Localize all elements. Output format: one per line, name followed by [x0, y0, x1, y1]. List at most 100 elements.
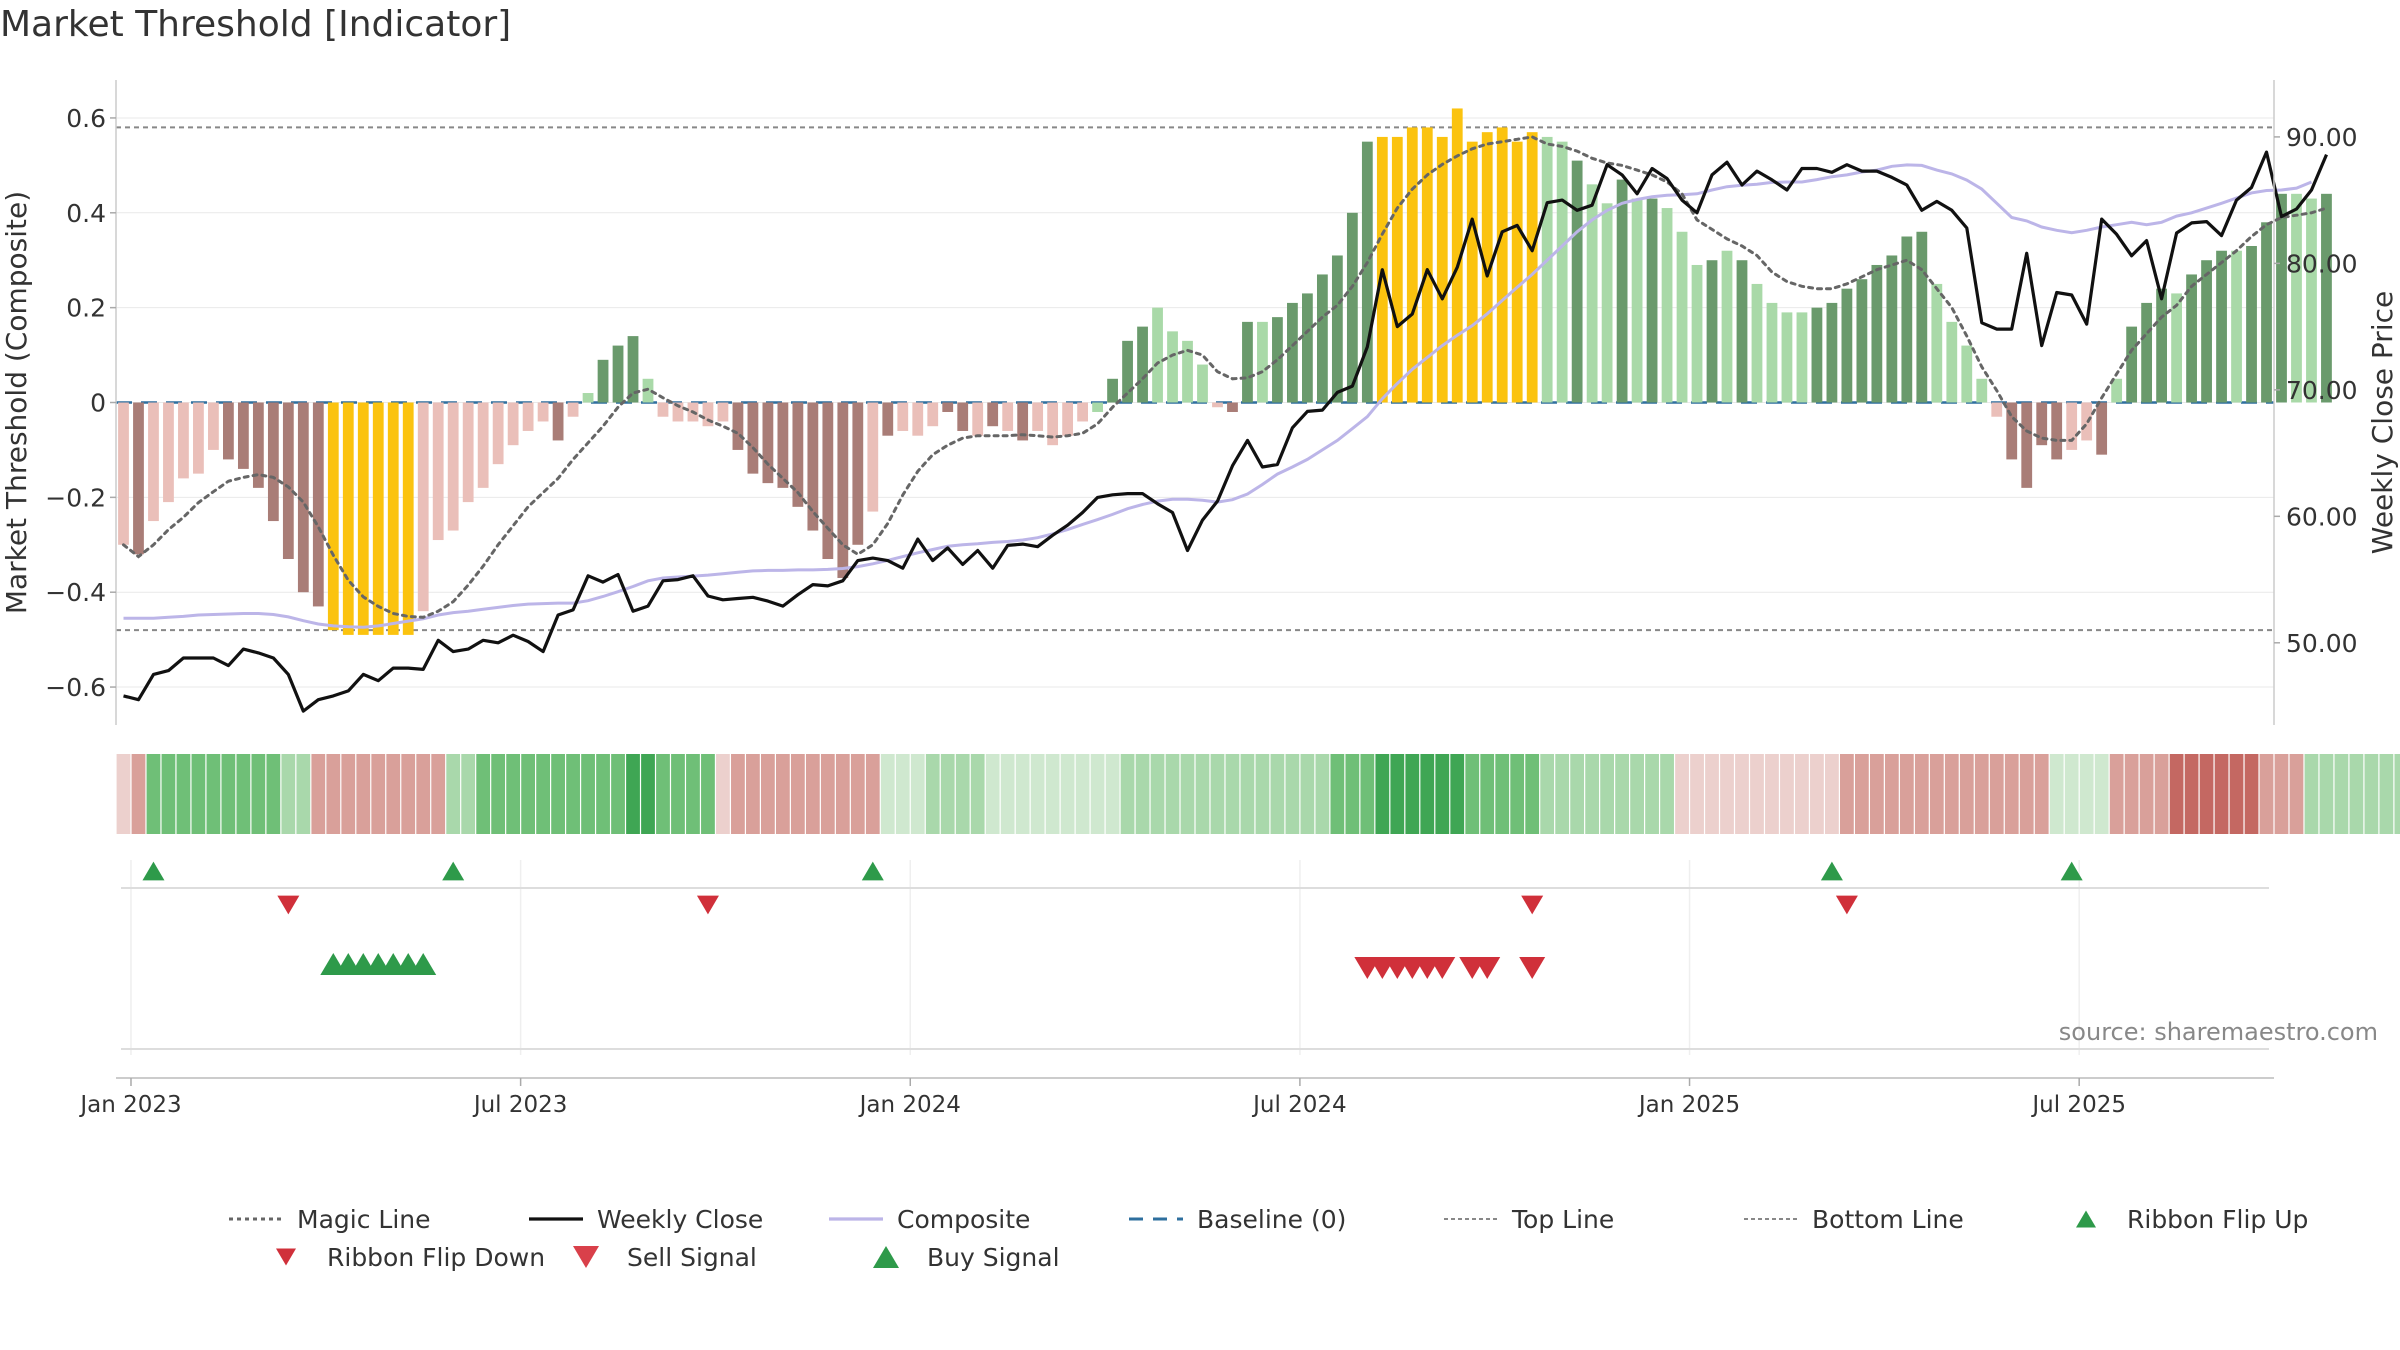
composite-bar — [148, 402, 159, 522]
ribbon-cell — [371, 754, 386, 834]
composite-bar — [2156, 288, 2167, 403]
ribbon-cell — [1210, 754, 1225, 834]
ribbon-cell — [2124, 754, 2139, 834]
ribbon-cell — [820, 754, 835, 834]
composite-bar — [1002, 402, 1014, 431]
ribbon-cell — [2034, 754, 2049, 834]
composite-bar — [2006, 402, 2018, 460]
ribbon-cell — [1735, 754, 1749, 834]
y-tick-label-left: 0.2 — [66, 294, 106, 323]
ribbon-cell — [2184, 754, 2199, 834]
legend-label: Bottom Line — [1812, 1204, 1964, 1234]
ribbon-cell — [1150, 754, 1165, 834]
ribbon-cell — [1360, 754, 1375, 834]
legend: Magic Line Weekly Close Composite Baseline … — [225, 1200, 2385, 1276]
ribbon-cell — [895, 754, 910, 834]
ribbon-cell — [1675, 754, 1689, 834]
axes: −0.6 −0.4 −0.2 0 0.2 0.4 0.6 50.00 60.00 70.00 80.… — [0, 80, 2399, 725]
ribbon-cell — [1944, 754, 1959, 834]
ribbon-cell — [1825, 754, 1839, 834]
composite-bar — [1781, 312, 1793, 403]
composite-bar — [477, 402, 489, 488]
ribbon-cell — [746, 754, 760, 834]
composite-bar — [1152, 307, 1163, 403]
legend-swatch — [573, 1245, 599, 1269]
composite-bar — [1227, 402, 1238, 412]
legend-swatch — [2076, 1210, 2096, 1228]
ribbon-cell — [611, 754, 625, 834]
composite-bar — [2036, 402, 2048, 446]
ribbon-cell — [1225, 754, 1240, 834]
ribbon-flip-down-marker — [1835, 895, 1858, 915]
ribbon-cell — [1075, 754, 1090, 834]
composite-bar — [582, 393, 594, 403]
legend-swatch — [1129, 1217, 1183, 1221]
ribbon-cell — [970, 754, 985, 834]
composite-bar — [837, 402, 849, 578]
composite-bar — [927, 402, 939, 427]
ribbon-cell — [461, 754, 476, 834]
ribbon-cell — [416, 754, 431, 834]
ribbon-flip-up-marker — [861, 861, 884, 881]
y-tick-label-left: 0.4 — [66, 199, 106, 228]
composite-bar — [507, 402, 519, 446]
ribbon-cell — [2229, 754, 2244, 834]
composite-bar — [1721, 250, 1733, 403]
composite-bar — [1541, 136, 1553, 403]
y-tick-label-right: 80.00 — [2286, 249, 2358, 278]
ribbon-cell — [716, 754, 730, 834]
composite-bar — [897, 402, 909, 431]
ribbon-cell — [326, 754, 341, 834]
ribbon-cell — [656, 754, 670, 834]
composite-bar — [1496, 127, 1508, 403]
composite-bar — [1886, 255, 1898, 403]
ribbon-cell — [835, 754, 850, 834]
composite-bar — [462, 402, 474, 503]
ribbon-cell — [2244, 754, 2259, 834]
ribbon-cell — [341, 754, 356, 834]
composite-bar — [1122, 340, 1133, 403]
ribbon-flip-down-marker — [696, 895, 719, 915]
composite-bar — [1047, 402, 1059, 446]
ribbon-cell — [596, 754, 610, 834]
legend-row: Magic Line Weekly Close Composite Baseline … — [225, 1200, 2385, 1238]
composite-bar — [237, 402, 249, 469]
ribbon-cell — [191, 754, 206, 834]
legend-swatch — [276, 1248, 296, 1266]
ribbon-cell — [1810, 754, 1824, 834]
composite-bar — [1811, 307, 1823, 403]
composite-bar — [193, 402, 204, 474]
legend-item: Buy Signal — [855, 1238, 1060, 1276]
composite-bar — [387, 402, 399, 635]
ribbon-cell — [1570, 754, 1585, 834]
signal-panels — [121, 860, 2269, 1055]
composite-bar — [2276, 193, 2287, 403]
composite-bar — [282, 402, 294, 560]
ribbon-cell — [1600, 754, 1615, 834]
ribbon-cell — [641, 754, 655, 834]
ribbon-flip-up-marker — [1820, 861, 1843, 881]
ribbon-cell — [2019, 754, 2034, 834]
ribbon-cell — [1375, 754, 1390, 834]
ribbon-cell — [2109, 754, 2124, 834]
composite-bar — [912, 402, 924, 436]
legend-label: Magic Line — [297, 1204, 431, 1234]
ribbon-cell — [1465, 754, 1480, 834]
ribbon-cell — [1555, 754, 1570, 834]
composite-bar — [2051, 402, 2063, 460]
chart-title: Market Threshold [Indicator] — [0, 4, 512, 45]
ribbon-cell — [1540, 754, 1555, 834]
composite-bar — [792, 402, 804, 507]
composite-bar — [1706, 260, 1718, 403]
legend-item: Baseline (0) — [1125, 1200, 1346, 1238]
y-tick-label-right: 70.00 — [2286, 376, 2358, 405]
y-tick-label-left: −0.6 — [45, 673, 106, 702]
y-tick-label-right: 50.00 — [2286, 629, 2358, 658]
composite-bar — [1167, 331, 1178, 403]
composite-bar — [867, 402, 879, 512]
y-tick-label-left: −0.2 — [45, 483, 106, 512]
composite-bar — [1856, 279, 1868, 403]
ribbon-cell — [2364, 754, 2379, 834]
legend-swatch — [1444, 1218, 1498, 1220]
ribbon-cell — [1840, 754, 1854, 834]
